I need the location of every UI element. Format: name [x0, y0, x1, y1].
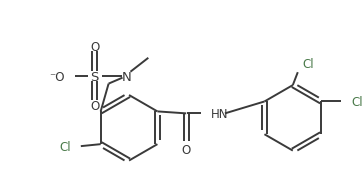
Text: N: N: [122, 71, 131, 84]
Text: HN: HN: [211, 108, 229, 121]
Text: Cl: Cl: [351, 97, 363, 109]
Text: O: O: [182, 144, 191, 157]
Text: Cl: Cl: [59, 141, 71, 154]
Text: O: O: [90, 100, 99, 113]
Text: ⁻O: ⁻O: [50, 71, 65, 84]
Text: Cl: Cl: [303, 58, 314, 71]
Text: S: S: [91, 71, 99, 84]
Text: O: O: [90, 41, 99, 54]
